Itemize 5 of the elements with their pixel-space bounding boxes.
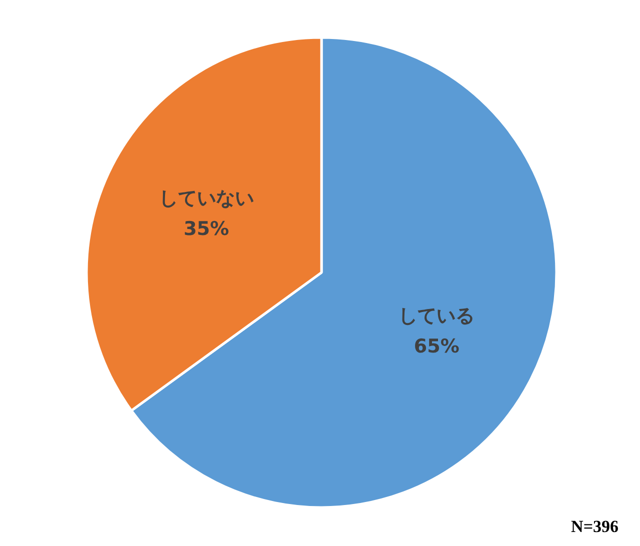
data-label: 35% — [184, 218, 230, 240]
slice-label: していない — [158, 187, 254, 210]
data-label: 65% — [414, 336, 460, 358]
slice-label: している — [398, 304, 475, 327]
text: N=396 — [571, 517, 619, 536]
